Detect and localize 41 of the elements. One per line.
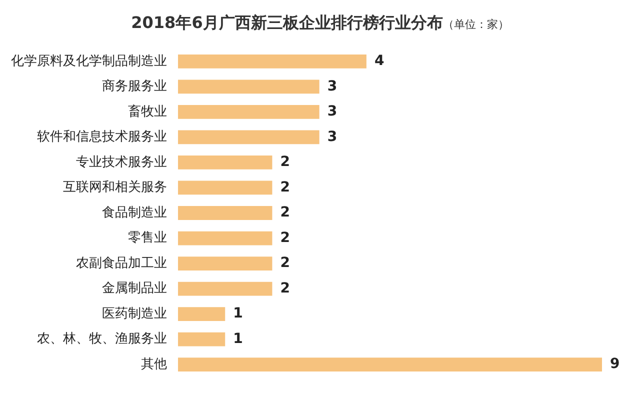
y-tick-label: 零售业 [128,230,167,246]
y-tick-label: 化学原料及化学制品制造业 [11,54,167,69]
y-tick-label: 畜牧业 [128,103,167,120]
y-tick-label: 农副食品加工业 [76,256,167,271]
bar [178,180,272,195]
data-label: 2 [280,179,290,196]
data-label: 2 [280,255,290,272]
data-label: 1 [233,330,243,347]
bar [178,130,320,144]
data-label: 9 [610,356,620,372]
bar [178,105,320,119]
data-label: 2 [280,154,290,170]
data-label: 3 [327,104,338,120]
y-tick-label: 软件和信息技术服务业 [37,130,167,145]
data-label: 2 [280,280,290,296]
y-tick-label: 专业技术服务业 [76,154,167,170]
y-tick-label: 金属制品业 [102,281,167,296]
y-tick-label: 其他 [141,356,167,372]
data-label: 1 [233,306,243,322]
bar [178,231,272,246]
chart-subtitle: （单位：家） [442,18,509,31]
bar [178,307,226,321]
bar [178,256,272,270]
chart-title: 2018年6月广西新三板企业排行榜行业分布 [131,13,443,32]
y-tick-label: 医药制造业 [102,306,167,322]
bar [178,80,320,94]
bar [178,54,366,68]
bar [178,206,272,220]
data-label: 2 [280,204,290,221]
bar [178,156,272,170]
bar [178,332,226,346]
y-tick-label: 商务服务业 [102,79,167,94]
y-tick-label: 互联网和相关服务 [63,180,167,196]
data-label: 3 [327,78,338,94]
data-label: 4 [374,53,384,70]
bar [178,358,602,372]
bar [178,282,272,296]
data-label: 3 [327,128,338,145]
y-tick-label: 农、林、牧、渔服务业 [37,332,167,347]
data-label: 2 [280,230,290,246]
y-tick-label: 食品制造业 [102,205,167,220]
